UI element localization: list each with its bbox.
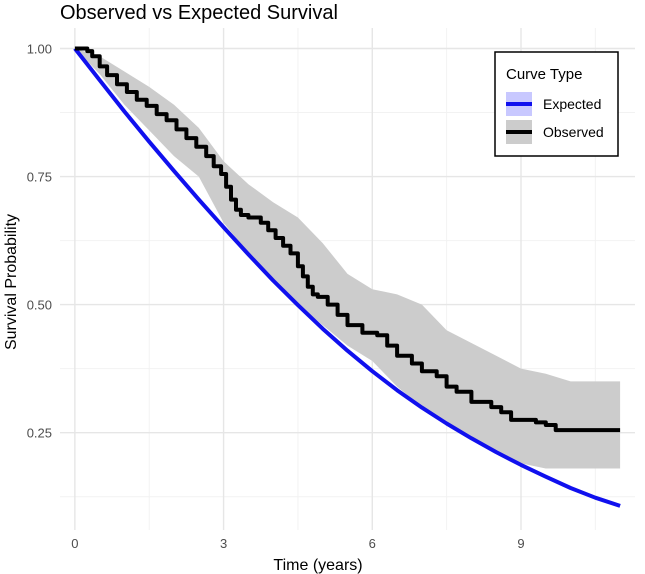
series-line-expected <box>73 47 621 508</box>
x-tick-label-2: 6 <box>369 536 376 551</box>
x-tick-label-0: 0 <box>71 536 78 551</box>
x-tick-label-1: 3 <box>220 536 227 551</box>
legend-label-expected: Expected <box>543 96 601 112</box>
y-tick-label-0: 0.25 <box>27 426 52 441</box>
y-axis-label: Survival Probability <box>3 214 20 350</box>
y-tick-label-1: 0.50 <box>27 298 52 313</box>
x-axis-label: Time (years) <box>273 557 362 574</box>
y-tick-label-2: 0.75 <box>27 170 52 185</box>
series-line-observed <box>74 46 621 433</box>
tick-labels-layer: 0 3 6 9 0.25 0.50 0.75 1.00 <box>27 41 525 551</box>
series-lines-layer <box>73 46 621 508</box>
x-tick-label-3: 9 <box>517 536 524 551</box>
legend: Curve Type Expected Observed <box>494 51 619 157</box>
confidence-band-observed <box>74 48 621 469</box>
confidence-band-layer <box>74 48 621 469</box>
chart-title: Observed vs Expected Survival <box>60 2 338 24</box>
legend-title: Curve Type <box>506 66 582 83</box>
y-tick-label-3: 1.00 <box>27 41 52 56</box>
legend-label-observed: Observed <box>543 124 604 140</box>
